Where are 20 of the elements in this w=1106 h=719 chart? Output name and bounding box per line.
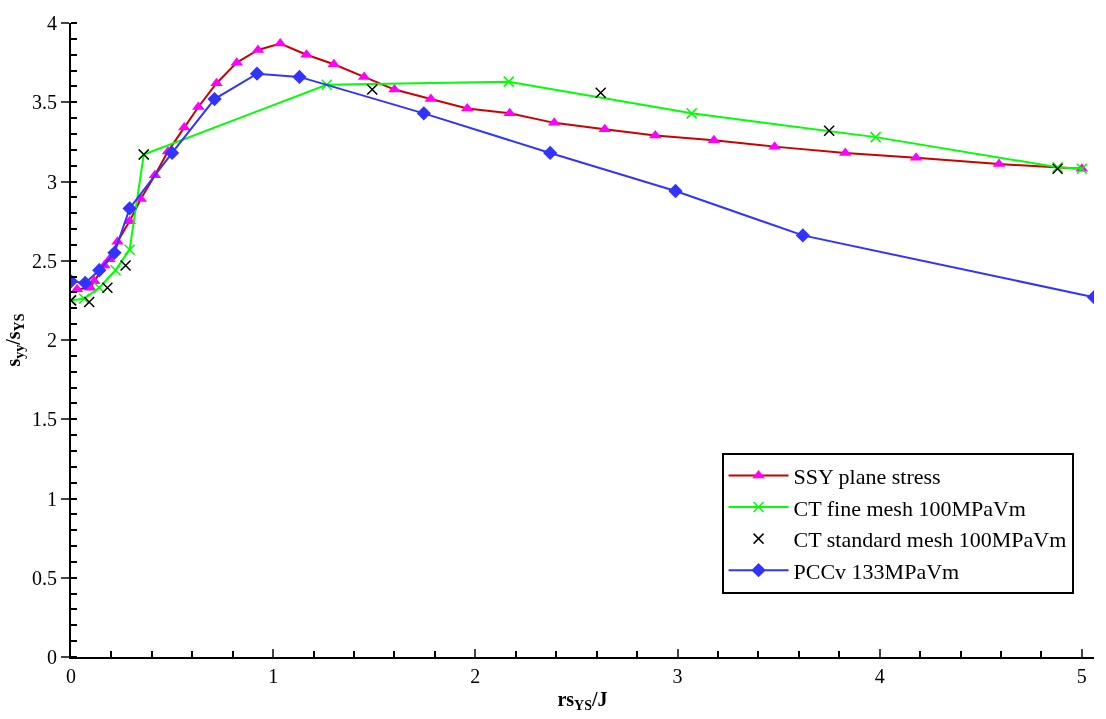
x-tick-label: 4	[874, 665, 885, 687]
legend-label: CT standard mesh 100MPaVm	[793, 527, 1067, 553]
y-tick-label: 3	[47, 170, 57, 193]
legend-label: PCCv 133MPaVm	[793, 558, 960, 584]
legend-label: SSY plane stress	[793, 463, 941, 489]
x-tick-label: 2	[470, 665, 481, 687]
x-tick-label: 1	[268, 665, 279, 687]
y-tick-label: 2.5	[32, 249, 57, 272]
x-axis-title: rs$_{YS}$/J	[557, 688, 608, 714]
y-tick-label: 0.5	[32, 566, 57, 589]
y-tick-label: 3.5	[32, 91, 57, 114]
y-tick-label: 0	[47, 646, 57, 668]
x-tick-label: 0	[66, 665, 76, 687]
y-tick-label: 1.5	[32, 408, 57, 431]
y-tick-label: 4	[47, 12, 57, 34]
x-tick-label: 5	[1076, 665, 1087, 687]
y-tick-label: 1	[47, 487, 57, 510]
y-tick-label: 2	[47, 329, 57, 351]
x-tick-label: 3	[672, 665, 683, 687]
legend-label: CT fine mesh 100MPaVm	[793, 495, 1026, 521]
